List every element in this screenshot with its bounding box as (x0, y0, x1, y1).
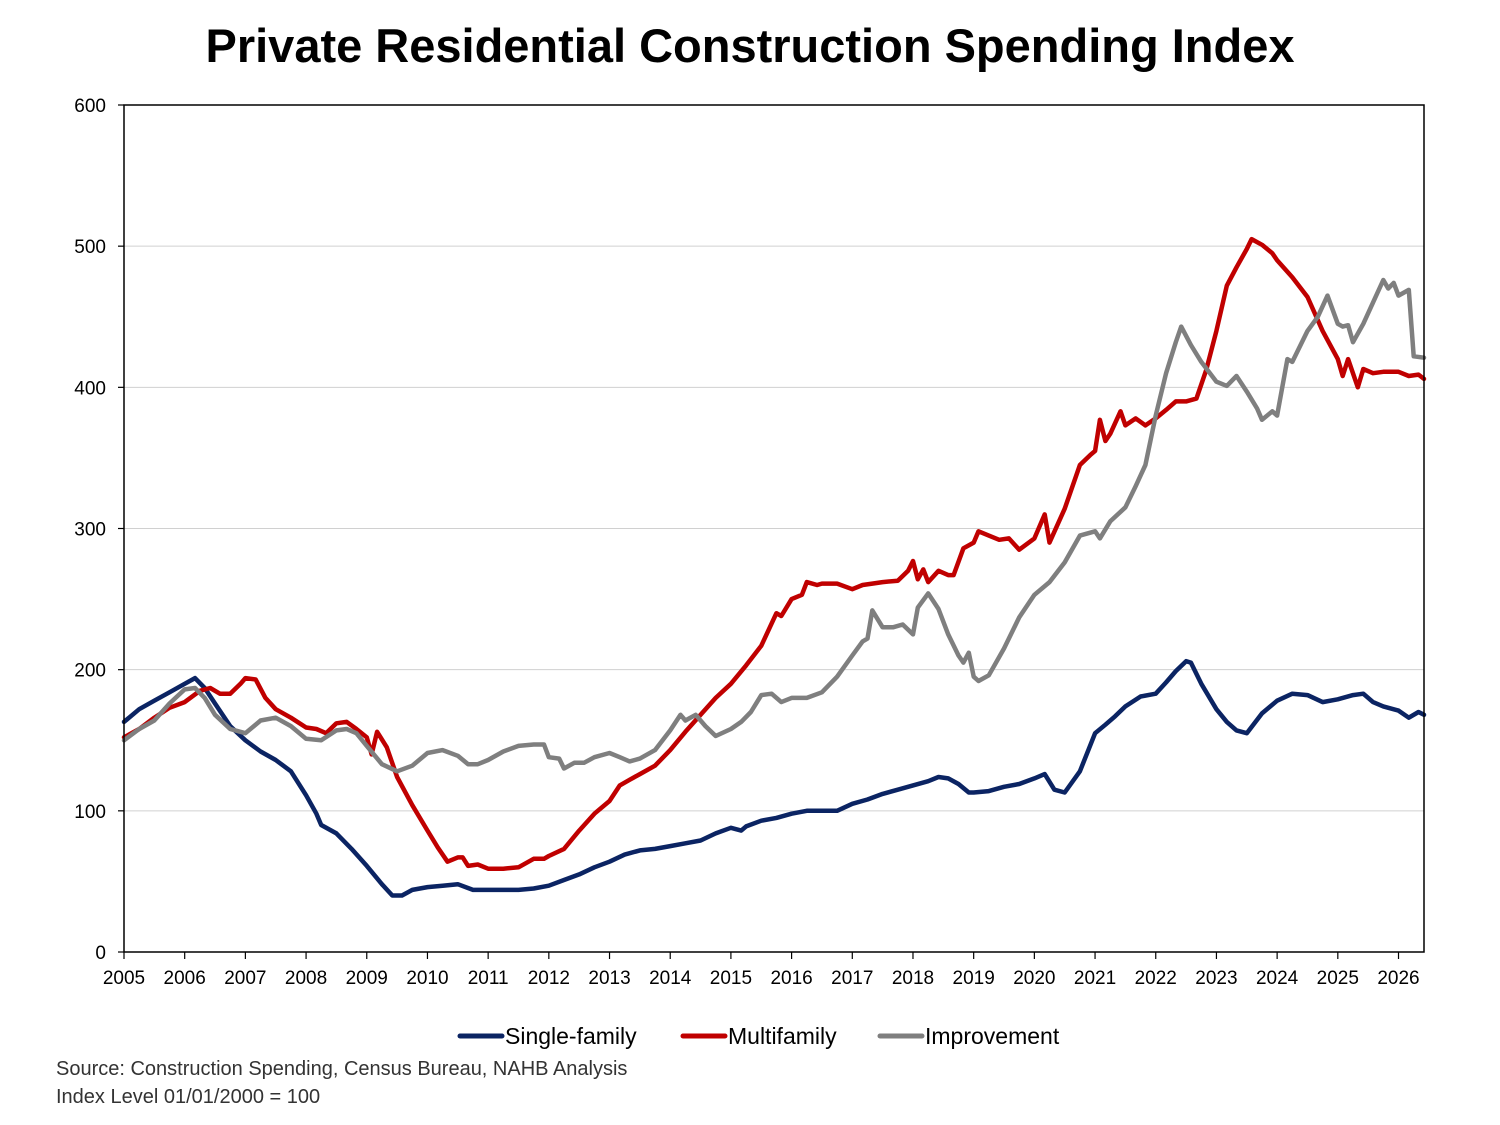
x-tick-label: 2025 (1317, 968, 1359, 989)
x-tick-label: 2005 (103, 968, 145, 989)
x-tick-label: 2006 (164, 968, 206, 989)
x-tick-label: 2007 (224, 968, 266, 989)
x-tick-label: 2008 (285, 968, 327, 989)
x-tick-label: 2015 (710, 968, 752, 989)
chart-title: Private Residential Construction Spendin… (205, 19, 1295, 72)
x-tick-label: 2009 (346, 968, 388, 989)
x-tick-label: 2020 (1013, 968, 1055, 989)
y-tick-label: 300 (74, 520, 106, 541)
x-tick-label: 2023 (1195, 968, 1237, 989)
series-line-single-family (121, 658, 1427, 898)
x-tick-label: 2010 (406, 968, 448, 989)
y-tick-label: 500 (74, 237, 106, 258)
x-tick-label: 2022 (1135, 968, 1177, 989)
x-tick-label: 2017 (831, 968, 873, 989)
gridlines (124, 245, 1424, 812)
x-tick-label: 2024 (1256, 968, 1299, 989)
x-axis: 2005 2006 2007 2008 2009 2010 2011 2012 2013 2014… (103, 952, 1420, 989)
x-tick-label: 2016 (770, 968, 812, 989)
series-lines (121, 236, 1427, 898)
x-tick-label: 2014 (649, 968, 692, 989)
legend: Single-family Multifamily Improvement (457, 1023, 1060, 1049)
legend-label-single-family: Single-family (505, 1023, 637, 1049)
series-line-improvement (121, 277, 1427, 774)
index-note: Index Level 01/01/2000 = 100 (56, 1086, 321, 1108)
x-tick-label: 2012 (528, 968, 570, 989)
y-tick-label: 100 (74, 802, 106, 823)
y-tick-label: 400 (74, 378, 106, 399)
series-line-multifamily (121, 236, 1427, 871)
x-tick-label: 2013 (588, 968, 630, 989)
legend-label-improvement: Improvement (925, 1023, 1060, 1049)
y-tick-label: 0 (95, 943, 106, 964)
source-note: Source: Construction Spending, Census Bu… (56, 1058, 628, 1080)
x-tick-label: 2021 (1074, 968, 1116, 989)
y-axis: 0 100 200 300 400 500 600 (74, 96, 124, 964)
y-tick-label: 600 (74, 96, 106, 117)
legend-label-multifamily: Multifamily (728, 1023, 837, 1049)
x-tick-label: 2011 (468, 968, 509, 989)
y-tick-label: 200 (74, 661, 106, 682)
x-tick-label: 2018 (892, 968, 934, 989)
x-tick-label: 2019 (953, 968, 995, 989)
x-tick-label: 2026 (1377, 968, 1419, 989)
